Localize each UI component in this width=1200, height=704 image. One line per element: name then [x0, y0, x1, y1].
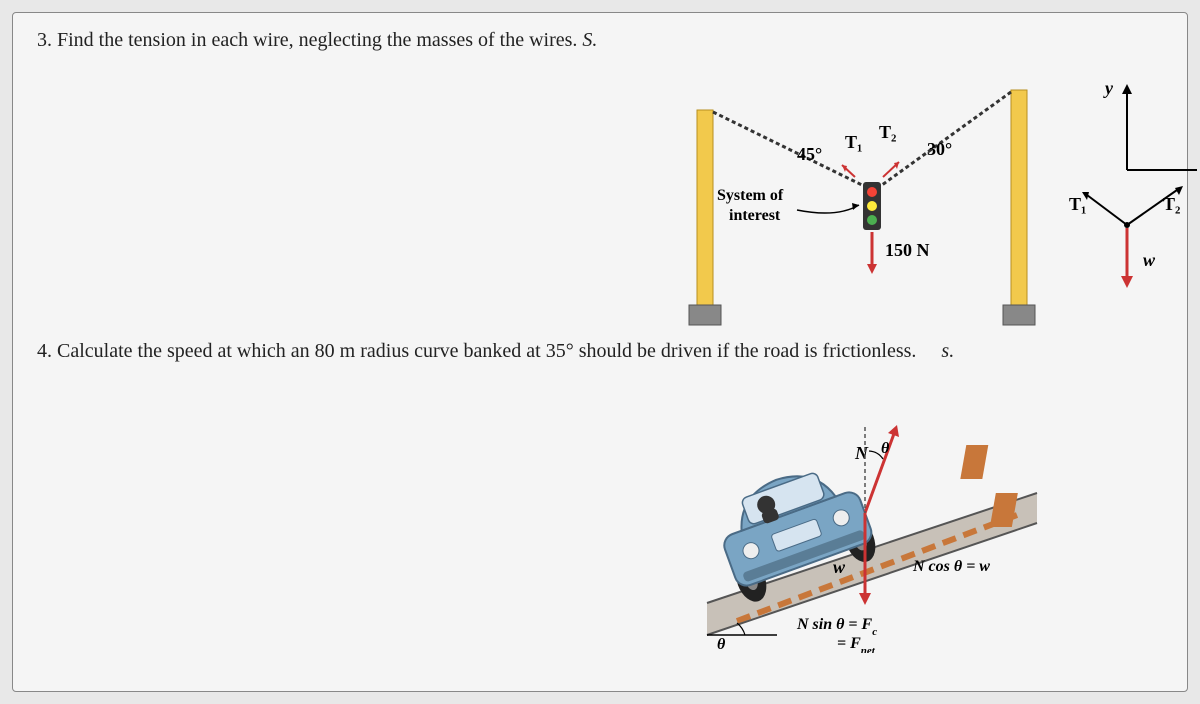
axes-w-label: w — [1143, 250, 1156, 270]
q3-text: Find the tension in each wire, neglectin… — [57, 29, 577, 51]
w-label: w — [833, 557, 846, 577]
free-body-axes: y x T₁ T₂ w — [1067, 70, 1200, 300]
y-axis-label: y — [1103, 78, 1114, 98]
q3-number: 3. — [37, 29, 52, 51]
q4-suffix: s. — [921, 340, 954, 362]
system-label-2: interest — [729, 207, 781, 224]
theta-top: θ — [881, 440, 890, 457]
q4-text: Calculate the speed at which an 80 m rad… — [57, 340, 916, 362]
weight-label: 150 N — [885, 240, 930, 260]
question-3: 3. Find the tension in each wire, neglec… — [37, 29, 1163, 52]
N-label: N — [854, 443, 869, 463]
question-4: 4. Calculate the speed at which an 80 m … — [37, 340, 1163, 363]
axes-t1-label: T₁ — [1069, 194, 1086, 214]
angle-45-label: 45° — [797, 144, 822, 164]
q3-suffix: S. — [582, 29, 597, 51]
q4-number: 4. — [37, 340, 52, 362]
page: 3. Find the tension in each wire, neglec… — [12, 12, 1188, 692]
eq-ncos: N cos θ = w — [912, 558, 990, 575]
theta-bottom: θ — [717, 636, 726, 653]
t1-label: T₁ — [845, 132, 862, 152]
t2-label: T₂ — [879, 122, 896, 142]
system-label-1: System of — [717, 187, 784, 204]
eq3: = Fnet — [837, 635, 876, 653]
axes-t2-label: T₂ — [1163, 194, 1180, 214]
angle-30-label: 30° — [927, 139, 952, 159]
q3-diagram-area: 45° 30° T₁ T₂ System of interest 150 N — [37, 60, 1163, 340]
banked-curve-diagram: N θ w N cos θ = w θ N sin θ = Fc = Fnet — [637, 373, 1067, 653]
q4-diagram-area: N θ w N cos θ = w θ N sin θ = Fc = Fnet — [37, 373, 1163, 653]
traffic-light-diagram: 45° 30° T₁ T₂ System of interest 150 N — [687, 70, 1047, 330]
